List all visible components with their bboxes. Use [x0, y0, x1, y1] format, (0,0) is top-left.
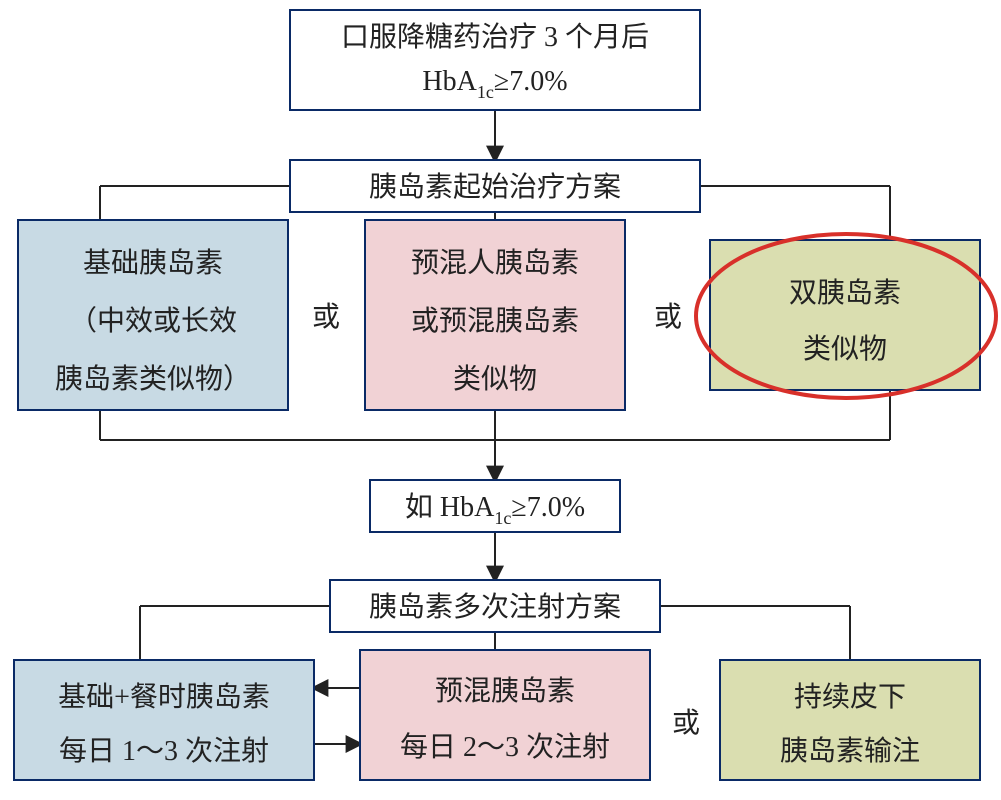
node-reg3: 持续皮下胰岛素输注: [720, 660, 980, 780]
node-text: 持续皮下: [794, 681, 906, 713]
node-text: 胰岛素多次注射方案: [369, 591, 621, 623]
node-text: 胰岛素类似物）: [55, 363, 251, 395]
node-text: 口服降糖药治疗 3 个月后: [341, 21, 649, 53]
node-multiTitle: 胰岛素多次注射方案: [330, 580, 660, 632]
node-text: 预混胰岛素: [435, 675, 575, 707]
node-text: （中效或长效: [69, 305, 237, 337]
node-reg2: 预混胰岛素每日 2～3 次注射: [360, 650, 650, 780]
node-reg1: 基础+餐时胰岛素每日 1～3 次注射: [14, 660, 314, 780]
node-opt1: 基础胰岛素 （中效或长效胰岛素类似物）: [18, 220, 288, 410]
node-initTitle: 胰岛素起始治疗方案: [290, 160, 700, 212]
node-top: 口服降糖药治疗 3 个月后 HbA1c≥7.0%: [290, 10, 700, 110]
node-text: HbA1c≥7.0%: [422, 66, 567, 102]
node-cond: 如 HbA1c≥7.0%: [370, 480, 620, 532]
node-text: 类似物: [453, 363, 537, 395]
node-text: 基础胰岛素: [83, 247, 223, 279]
node-text: 预混人胰岛素: [411, 247, 579, 279]
or-label: 或: [312, 301, 340, 333]
node-text: 每日 2～3 次注射: [400, 731, 610, 763]
or-label: 或: [672, 707, 700, 739]
node-text: 胰岛素起始治疗方案: [369, 171, 621, 203]
node-rect: [710, 240, 980, 390]
or-label: 或: [654, 301, 682, 333]
node-text: 类似物: [803, 333, 887, 365]
node-text: 胰岛素输注: [780, 735, 920, 767]
node-opt3: 双胰岛素类似物: [710, 240, 980, 390]
node-opt2: 预混人胰岛素或预混胰岛素类似物: [365, 220, 625, 410]
node-text: 双胰岛素: [789, 277, 901, 309]
node-text: 基础+餐时胰岛素: [58, 681, 270, 713]
node-text: 每日 1～3 次注射: [59, 735, 269, 767]
node-text: 或预混胰岛素: [411, 305, 579, 337]
